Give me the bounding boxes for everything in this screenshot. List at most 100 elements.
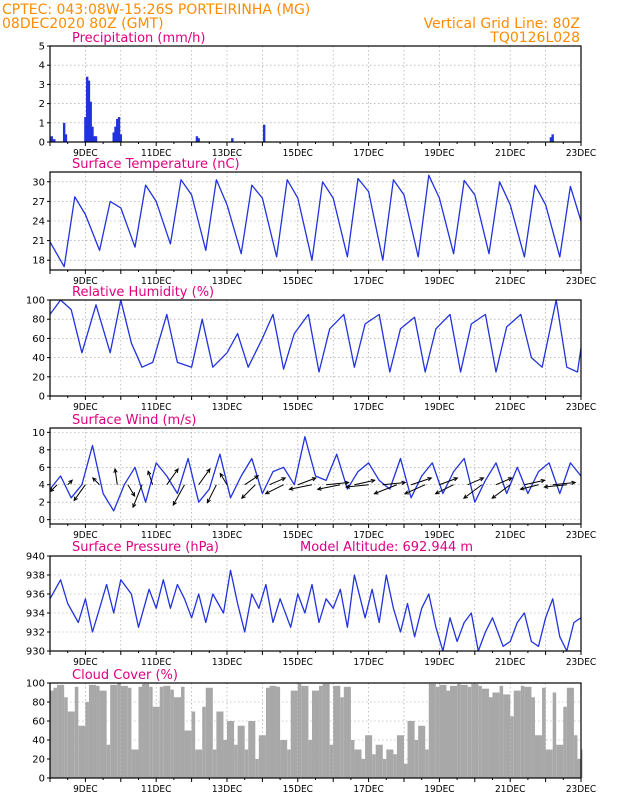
cloud-bar [57, 684, 65, 778]
cloud-bar [120, 685, 128, 778]
wind-vector-head [316, 486, 322, 491]
precip-ytick-label: 4 [39, 61, 45, 72]
precip-bar [112, 132, 115, 142]
wind-vector-head [370, 478, 376, 484]
cloud-bar [492, 692, 500, 778]
cloud-bar [276, 686, 281, 778]
wind-vector [410, 477, 432, 486]
cloud-xtick-label: 15DEC [283, 784, 313, 795]
wind-vector [73, 484, 86, 501]
cloud-xtick-label: 21DEC [495, 784, 525, 795]
cloud-bar [573, 735, 578, 778]
cloud-bar [581, 749, 583, 778]
wind-vector-head [453, 477, 459, 482]
cloud-bar [106, 744, 111, 778]
rh-ytick-label: 0 [39, 392, 45, 403]
header-code: TQ0126L028 [489, 30, 580, 46]
cloud-bar [280, 740, 288, 778]
wind-vector [520, 484, 539, 490]
cloud-bar [163, 685, 171, 778]
cloud-bar [340, 697, 344, 778]
precip-bar [64, 134, 68, 142]
wind-vector-head [462, 494, 468, 499]
rh-ytick-label: 20 [32, 372, 45, 383]
cloud-bar [216, 711, 224, 778]
cloud-bar [308, 740, 312, 778]
temp-xtick-label: 13DEC [212, 276, 242, 287]
cloud-bar [534, 735, 543, 778]
humidity-plot: 0 20 40 60 80 100 9DEC 11DEC 13DEC 15DEC 17DEC 19DE… [26, 296, 596, 414]
cloud-bar [365, 735, 373, 778]
cloud-panel: Cloud Cover (%) 0 20 40 60 80 100 9DEC 11DEC 13D… [26, 668, 596, 795]
precip-xtick-label: 15DEC [283, 148, 313, 159]
cloud-bar [117, 683, 121, 778]
wind-vector [92, 477, 100, 486]
wind-vector [382, 481, 406, 486]
wind-vector [206, 484, 217, 503]
precip-bar [50, 136, 53, 142]
cloud-bar [503, 694, 511, 778]
cloud-bar [435, 686, 440, 778]
wind-ytick-label: 2 [39, 498, 45, 509]
wind-vector-head [571, 480, 577, 485]
pressure-xtick-label: 15DEC [283, 657, 313, 668]
temp-ytick-label: 30 [32, 177, 45, 188]
cloud-bar [524, 686, 532, 778]
wind-vector-head [479, 477, 485, 482]
pressure-xtick-label: 21DEC [495, 657, 525, 668]
rh-ytick-label: 80 [32, 315, 45, 326]
precip-bar [195, 136, 199, 142]
cloud-bar [407, 721, 415, 778]
precipitation-title: Precipitation (mm/h) [72, 31, 205, 46]
wind-vector [524, 479, 545, 486]
wind-ytick-label: 0 [39, 515, 45, 526]
cloud-bar [566, 687, 574, 778]
precip-bar [91, 126, 94, 142]
cloud-bar [223, 740, 227, 778]
rh-xtick-label: 11DEC [141, 402, 171, 413]
cloud-bar [96, 685, 100, 778]
cloud-ytick-label: 20 [32, 755, 45, 766]
cloud-bar [127, 687, 132, 778]
wind-vector [326, 481, 349, 486]
rh-xtick-label: 15DEC [283, 402, 313, 413]
precip-bar [231, 138, 234, 142]
pressure-xtick-label: 9DEC [73, 657, 98, 668]
wind-vector [317, 484, 341, 490]
cloud-bar [191, 711, 196, 778]
temp-ytick-label: 18 [32, 256, 45, 267]
cloud-bar [520, 685, 525, 778]
temp-xtick-label: 11DEC [141, 276, 171, 287]
wind-vector-head [403, 490, 410, 495]
pressure-xtick-label: 23DEC [566, 657, 596, 668]
cloud-bar [50, 690, 54, 778]
wind-vector-head [543, 484, 549, 489]
wind-vector [346, 484, 369, 488]
cloud-bar [396, 735, 404, 778]
wind-vector-head [219, 472, 224, 478]
cloud-ytick-label: 40 [32, 736, 45, 747]
cloud-bar [556, 744, 564, 778]
cloud-bar [386, 749, 394, 778]
cloud-ytick-label: 60 [32, 717, 45, 728]
wind-xtick-label: 9DEC [73, 530, 98, 541]
cloud-bar [471, 683, 479, 778]
cloud-bar [563, 706, 567, 778]
cloud-xtick-label: 13DEC [212, 784, 242, 795]
wind-panel: Surface Wind (m/s) 0 2 4 6 8 10 9DEC 11DEC 13DEC… [32, 413, 596, 541]
pressure-ytick-label: 936 [26, 590, 45, 601]
cloud-ytick-label: 100 [26, 679, 45, 690]
wind-vector [132, 484, 143, 508]
wind-vector [374, 484, 398, 495]
wind-vector [439, 477, 458, 486]
precip-bar [85, 76, 89, 142]
precipitation-panel: Precipitation (mm/h) 0 1 2 3 4 5 9DEC 11DEC 13DE… [39, 31, 597, 159]
cloud-bar [131, 749, 139, 778]
wind-title: Surface Wind (m/s) [72, 413, 196, 428]
cloud-bar [88, 684, 97, 778]
wind-vector-head [132, 503, 137, 509]
precip-bar [62, 122, 66, 142]
cloud-bar [149, 686, 153, 778]
cloud-bar [343, 686, 351, 778]
